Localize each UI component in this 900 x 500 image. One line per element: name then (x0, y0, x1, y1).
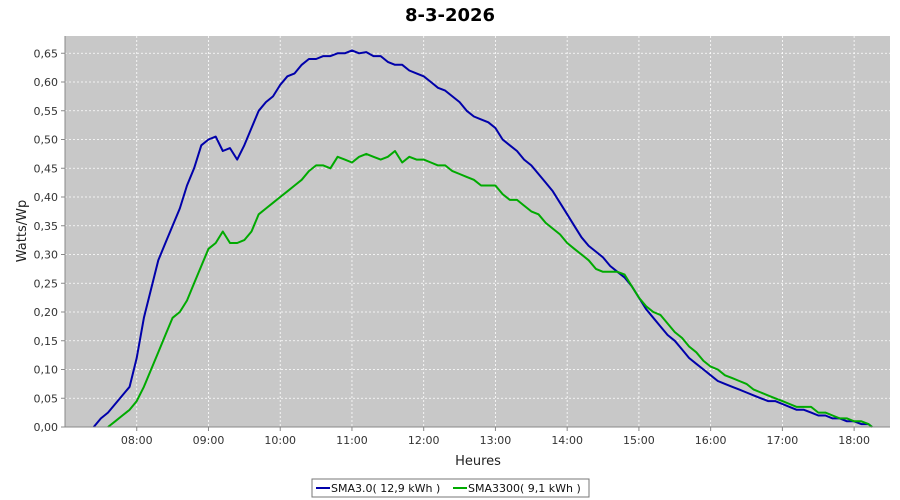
x-tick-label-0: 08:00 (121, 434, 153, 447)
y-tick-label-5: 0,25 (34, 277, 59, 290)
y-tick-label-10: 0,50 (34, 134, 59, 147)
y-tick-label-8: 0,40 (34, 191, 59, 204)
series-layer (92, 49, 873, 428)
x-tick-label-2: 10:00 (264, 434, 296, 447)
x-tick-label-10: 18:00 (838, 434, 870, 447)
x-tick-label-5: 13:00 (480, 434, 512, 447)
grid-lines (65, 36, 890, 428)
y-tick-label-7: 0,35 (34, 220, 59, 233)
legend-label-sma3300: SMA3300( 9,1 kWh ) (468, 482, 581, 495)
y-tick-label-6: 0,30 (34, 249, 59, 262)
y-axis-ticks: 0,00 0,05 0,10 0,15 0,20 0,25 0,30 0,35 0,40 0,45… (34, 47, 65, 434)
y-tick-label-1: 0,05 (34, 392, 59, 405)
x-tick-label-4: 12:00 (408, 434, 440, 447)
x-tick-label-6: 14:00 (551, 434, 583, 447)
y-axis-title: Watts/Wp (15, 200, 30, 262)
plot-area (65, 36, 890, 427)
y-tick-label-4: 0,20 (34, 306, 59, 319)
x-tick-label-3: 11:00 (336, 434, 368, 447)
series-line-0 (92, 49, 873, 428)
y-tick-label-9: 0,45 (34, 162, 59, 175)
y-tick-label-0: 0,00 (34, 421, 59, 434)
y-tick-label-13: 0,65 (34, 47, 59, 60)
legend: SMA3.0( 12,9 kWh ) SMA3300( 9,1 kWh ) (311, 478, 590, 498)
x-axis-ticks: 08:00 09:00 10:00 11:00 12:00 13:00 14:00 15:00… (121, 427, 870, 447)
x-axis-title: Heures (455, 454, 501, 469)
axes (64, 36, 890, 428)
legend-box (311, 478, 590, 498)
series-line-1 (107, 150, 873, 428)
y-tick-label-11: 0,55 (34, 105, 59, 118)
x-tick-label-1: 09:00 (193, 434, 225, 447)
y-tick-label-3: 0,15 (34, 335, 59, 348)
chart-title: 8-3-2026 (405, 5, 495, 26)
x-tick-label-9: 17:00 (767, 434, 799, 447)
x-tick-label-7: 15:00 (623, 434, 655, 447)
x-tick-label-8: 16:00 (695, 434, 727, 447)
y-tick-label-12: 0,60 (34, 76, 59, 89)
y-tick-label-2: 0,10 (34, 364, 59, 377)
legend-label-sma3-0: SMA3.0( 12,9 kWh ) (331, 482, 440, 495)
